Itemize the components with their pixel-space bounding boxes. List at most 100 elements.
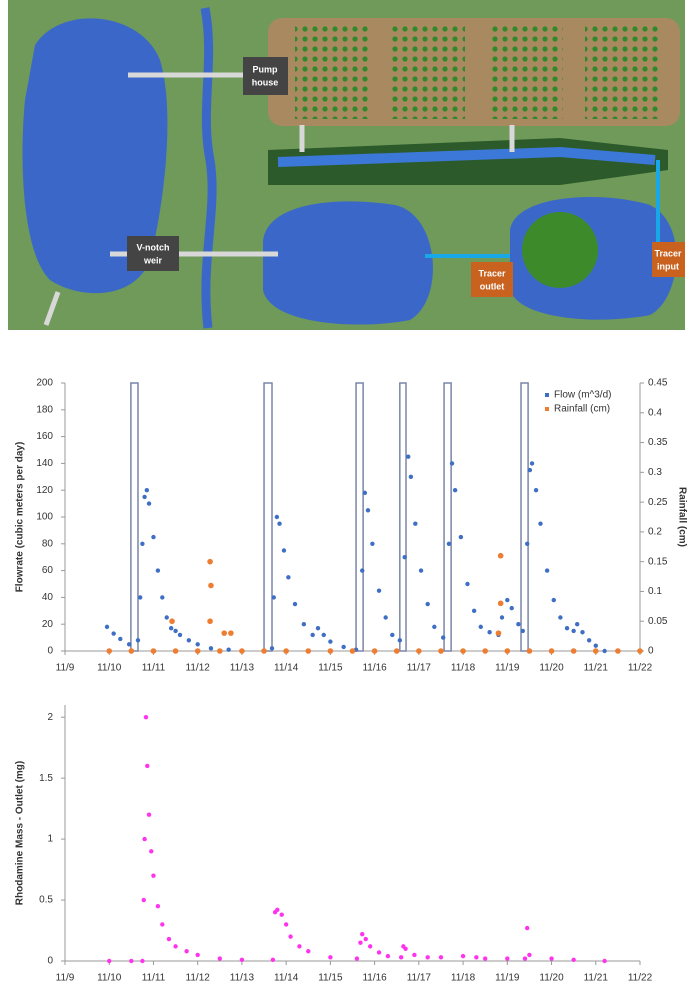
y2-tick-label: 0.4: [648, 407, 662, 418]
data-point: [363, 936, 368, 942]
x-tick-label: 11/18: [451, 663, 476, 674]
data-point: [169, 618, 175, 625]
data-point: [520, 628, 525, 634]
data-point: [509, 605, 514, 611]
data-point: [160, 922, 165, 927]
pond: [22, 18, 168, 294]
data-point: [580, 630, 585, 635]
data-point: [151, 873, 156, 878]
data-point: [145, 763, 150, 769]
data-point: [360, 931, 365, 937]
x-tick-label: 11/11: [142, 973, 166, 984]
data-point: [529, 461, 535, 466]
x-tick-label: 11/19: [495, 663, 520, 674]
label: Tracer: [654, 248, 682, 258]
data-point: [592, 648, 599, 654]
x-tick-label: 11/20: [539, 973, 564, 984]
data-point: [525, 541, 530, 546]
data-point: [432, 624, 437, 630]
data-point: [482, 956, 488, 961]
y-tick-label: 20: [42, 619, 54, 630]
data-point: [376, 950, 382, 955]
data-point: [146, 501, 152, 506]
data-point: [586, 638, 592, 643]
data-point: [393, 648, 400, 654]
data-point: [487, 630, 492, 635]
x-tick-label: 11/13: [230, 973, 255, 984]
legend-label: Flow (m^3/d): [554, 390, 611, 401]
pond: [262, 201, 433, 325]
label: weir: [143, 255, 163, 265]
y2-tick-label: 0.3: [648, 467, 662, 478]
data-point: [155, 903, 161, 909]
data-point: [155, 568, 161, 573]
data-point: [306, 949, 311, 954]
data-point: [140, 958, 145, 964]
data-point: [403, 946, 408, 952]
data-point: [269, 646, 275, 651]
data-point: [406, 454, 411, 459]
data-point: [504, 648, 511, 654]
data-point: [349, 648, 356, 654]
data-point: [107, 958, 112, 964]
data-point: [574, 622, 580, 627]
data-point: [390, 632, 395, 638]
y-tick-label: 1: [47, 834, 53, 845]
x-tick-label: 11/10: [97, 973, 122, 984]
data-point: [297, 944, 302, 949]
data-point: [365, 508, 371, 513]
data-point: [217, 648, 223, 654]
event-band: [399, 382, 407, 652]
data-point: [173, 944, 178, 949]
data-point: [522, 956, 528, 961]
event-band: [263, 382, 273, 652]
data-point: [315, 626, 321, 631]
data-point: [207, 618, 213, 625]
data-point: [144, 488, 150, 493]
data-point: [228, 630, 234, 636]
data-point: [551, 597, 556, 603]
data-point: [549, 956, 554, 961]
data-point: [286, 575, 291, 580]
x-tick-label: 11/15: [318, 973, 343, 984]
x-tick-label: 11/11: [142, 663, 166, 674]
data-point: [527, 467, 533, 473]
data-point: [281, 548, 287, 553]
data-point: [412, 952, 417, 958]
data-point: [184, 949, 189, 954]
data-point: [413, 521, 418, 526]
y-tick-label: 160: [36, 431, 53, 442]
data-point: [142, 836, 147, 842]
x-tick-label: 11/22: [628, 663, 653, 674]
crops: [295, 24, 370, 119]
data-point: [104, 624, 110, 630]
data-point: [482, 648, 488, 654]
data-point: [383, 615, 388, 620]
data-point: [118, 636, 123, 642]
x-tick-label: 11/12: [186, 973, 211, 984]
data-point: [416, 648, 422, 654]
data-point: [402, 555, 407, 560]
data-point: [151, 534, 156, 540]
data-point: [505, 956, 510, 961]
x-tick-label: 11/10: [97, 663, 122, 674]
data-point: [142, 494, 147, 500]
data-point: [533, 488, 539, 493]
site-diagram: Pump house V-notch weir Tracer outlet Tr…: [8, 0, 685, 330]
data-point: [166, 936, 172, 942]
x-tick-label: 11/14: [274, 663, 299, 674]
data-point: [208, 582, 214, 589]
y-tick-label: 0: [47, 956, 53, 967]
data-point: [226, 647, 231, 652]
data-point: [370, 541, 375, 546]
data-point: [497, 600, 504, 607]
y-tick-label: 1.5: [39, 773, 53, 784]
data-point: [615, 648, 621, 654]
data-point: [137, 595, 143, 600]
x-tick-label: 11/21: [584, 973, 609, 984]
data-point: [177, 632, 183, 638]
data-point: [149, 849, 154, 854]
label-box: [652, 242, 685, 277]
legend-marker: [545, 407, 549, 411]
y-tick-label: 2: [47, 712, 53, 723]
